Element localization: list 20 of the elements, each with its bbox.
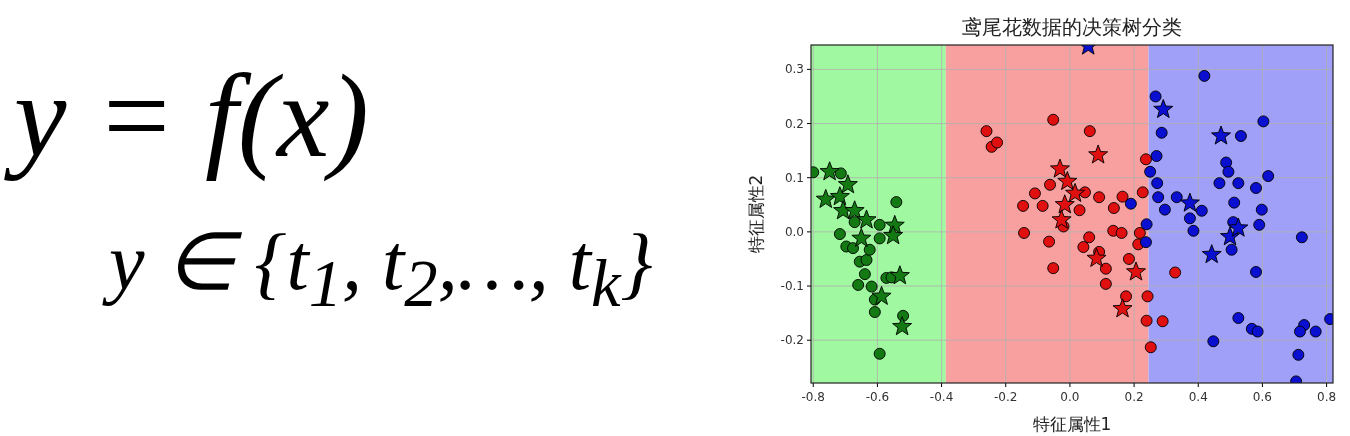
x-tick-label: 0.2 <box>1124 390 1144 404</box>
x-axis-title: 特征属性1 <box>1032 414 1112 434</box>
x-tick-label: 0.0 <box>1060 390 1080 404</box>
y-tick-label: -0.1 <box>780 279 804 294</box>
text: y ∈ {t$_{1}$, t$_{2}$,…, t$_{k}$} <box>101 217 654 322</box>
y-tick-label: 0.2 <box>784 116 804 131</box>
x-tick-label: -0.4 <box>929 390 954 404</box>
x-tick-label: 0.4 <box>1188 390 1208 404</box>
x-tick-label: -0.2 <box>994 390 1018 404</box>
y-tick-label: 0.1 <box>784 170 804 185</box>
y-axis-title: 特征属性2 <box>746 174 766 254</box>
y-tick-label: 0.0 <box>784 224 804 239</box>
x-tick-label: -0.8 <box>801 390 825 404</box>
chart-title: 鸢尾花数据的决策树分类 <box>962 15 1182 39</box>
x-tick-label: 0.8 <box>1317 390 1337 404</box>
x-tick-label: 0.6 <box>1252 390 1272 404</box>
x-tick-label: -0.6 <box>865 390 890 404</box>
y-tick-label: 0.3 <box>784 62 804 77</box>
text: y = f(x) <box>3 50 370 184</box>
y-tick-label: -0.2 <box>780 333 804 348</box>
